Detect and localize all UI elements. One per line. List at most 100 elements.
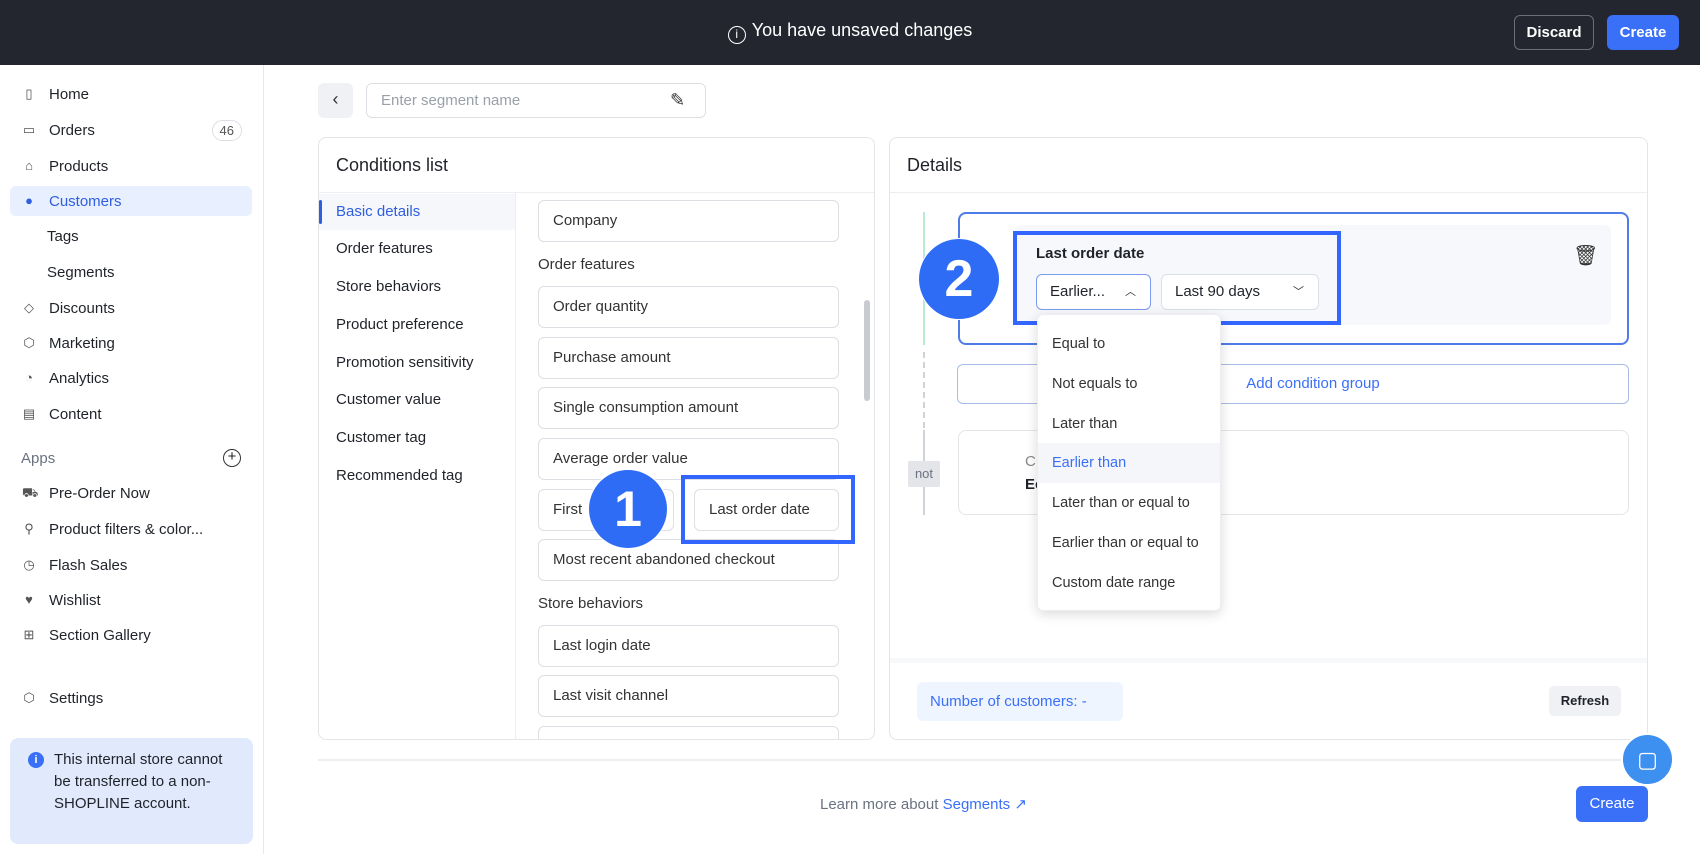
divider <box>890 658 1647 663</box>
not-tag: not <box>908 461 940 487</box>
condition-nav-basic-details[interactable]: Basic details <box>319 194 515 230</box>
discard-button[interactable]: Discard <box>1514 15 1594 50</box>
tag-icon: ◇ <box>24 300 34 315</box>
info-icon: i <box>727 26 746 44</box>
person-icon: ● <box>25 193 33 208</box>
dropdown-option[interactable]: Later than <box>1052 416 1118 432</box>
divider <box>318 759 1648 761</box>
pie-icon: ◔ <box>25 370 33 385</box>
highlight-box-1 <box>681 475 855 544</box>
condition-text: C <box>1025 453 1036 470</box>
condition-nav-recommended-tag[interactable]: Recommended tag <box>336 467 463 484</box>
condition-nav-store-behaviors[interactable]: Store behaviors <box>336 278 442 295</box>
trash-icon[interactable]: 🗑 <box>1573 245 1599 267</box>
sidebar-item-orders[interactable]: ▭ Orders 46 <box>10 115 252 145</box>
sidebar-item-discounts[interactable]: ◇ Discounts <box>24 299 115 317</box>
sidebar-item-tags[interactable]: Tags <box>47 227 79 245</box>
condition-single-consumption[interactable]: Single consumption amount <box>538 387 839 429</box>
condition-label: Last order date <box>1036 245 1145 262</box>
dropdown-option[interactable]: Equal to <box>1052 336 1106 352</box>
section-label: Store behaviors <box>538 595 644 612</box>
timeline-dash <box>923 352 925 428</box>
condition-order-quantity[interactable]: Order quantity <box>538 286 839 328</box>
orders-count-badge: 46 <box>211 119 242 141</box>
refresh-button[interactable]: Refresh <box>1549 686 1621 716</box>
dropdown-option[interactable]: Later than or equal to <box>1052 495 1190 511</box>
conditions-title: Conditions list <box>336 155 449 175</box>
grid-icon: ⊞ <box>23 627 35 642</box>
conditions-list: Company Order features Order quantity Pu… <box>516 193 859 739</box>
dropdown-option[interactable]: Earlier than or equal to <box>1052 535 1199 551</box>
condition-last-login-date[interactable]: Last login date <box>538 625 839 667</box>
gift-icon: ♥ <box>25 592 33 607</box>
apps-heading: Apps <box>21 450 56 467</box>
sidebar-item-marketing[interactable]: ⬡ Marketing <box>23 334 115 352</box>
condition-nav-order-features[interactable]: Order features <box>336 240 433 257</box>
condition-group <box>958 430 1629 515</box>
condition-nav-customer-value[interactable]: Customer value <box>336 391 442 408</box>
divider <box>319 192 874 193</box>
condition-last-order-date[interactable]: Last order date <box>694 489 839 531</box>
create-button[interactable]: Create <box>1576 786 1648 822</box>
filter-icon: ⚲ <box>24 521 34 536</box>
add-app-icon[interactable]: + <box>223 449 241 467</box>
bag-icon: ⌂ <box>25 158 33 173</box>
cart-icon: ⛟ <box>22 485 39 500</box>
range-select[interactable]: Last 90 days ﹀ <box>1161 274 1319 310</box>
sidebar-app-wishlist[interactable]: ♥ Wishlist <box>10 585 252 615</box>
sidebar-item-products[interactable]: ⌂ Products <box>10 151 252 181</box>
step-1-marker: 1 <box>589 470 667 548</box>
highlight-box-2 <box>1013 231 1341 325</box>
chevron-down-icon: ﹀ <box>1293 286 1304 298</box>
chat-icon[interactable]: ▢ <box>1621 733 1674 786</box>
external-link-icon: ↗ <box>1014 796 1027 813</box>
gear-icon: ⬡ <box>23 690 35 705</box>
divider <box>890 192 1647 193</box>
sidebar-app-product-filters[interactable]: ⚲ Product filters & color... <box>10 514 252 544</box>
step-2-marker: 2 <box>919 239 999 319</box>
condition-company[interactable]: Company <box>538 200 839 242</box>
condition-nav-customer-tag[interactable]: Customer tag <box>336 429 427 446</box>
segment-name-input[interactable] <box>366 83 706 118</box>
details-title: Details <box>907 155 963 175</box>
dropdown-option[interactable]: Custom date range <box>1052 575 1176 591</box>
create-button-top[interactable]: Create <box>1607 15 1679 50</box>
section-label: Order features <box>538 256 635 273</box>
edit-icon: ✎ <box>670 90 686 110</box>
segments-link[interactable]: Segments <box>942 796 1011 813</box>
sidebar-item-customers[interactable]: ● Customers <box>10 186 252 216</box>
dropdown-option[interactable]: Not equals to <box>1052 376 1138 392</box>
condition-purchase-amount[interactable]: Purchase amount <box>538 337 839 379</box>
document-icon: ▤ <box>22 406 36 421</box>
condition-nav-promotion-sensitivity[interactable]: Promotion sensitivity <box>336 354 474 371</box>
sidebar-app-section-gallery[interactable]: ⊞ Section Gallery <box>23 626 151 644</box>
divider <box>515 193 516 739</box>
info-icon: i <box>28 752 44 768</box>
condition-average-order-value[interactable]: Average order value <box>538 438 839 480</box>
sidebar-item-segments[interactable]: Segments <box>47 263 115 281</box>
sidebar-app-pre-order[interactable]: ⛟ Pre-Order Now <box>22 484 150 502</box>
cube-icon: ⬡ <box>23 335 35 350</box>
scrollbar-thumb[interactable] <box>864 300 870 401</box>
unsaved-message: i You have unsaved changes <box>0 20 1700 44</box>
add-condition-group-button[interactable]: Add condition group <box>957 364 1629 404</box>
condition-nav-product-preference[interactable]: Product preference <box>336 316 464 333</box>
sidebar-item-settings[interactable]: ⬡ Settings <box>23 689 104 707</box>
condition-abandoned-checkout[interactable]: Most recent abandoned checkout <box>538 539 839 581</box>
condition-last-visit-channel[interactable]: Last visit channel <box>538 675 839 717</box>
back-button[interactable]: ‹ <box>318 83 353 118</box>
store-notice: i This internal store cannot be transferr… <box>10 738 253 844</box>
dropdown-option-selected[interactable]: Earlier than <box>1038 443 1220 483</box>
sidebar-item-content[interactable]: ▤ Content <box>22 405 102 423</box>
sidebar-item-home[interactable]: ▯ Home <box>10 79 252 109</box>
chevron-up-icon: ︿ <box>1125 286 1136 298</box>
orders-icon: ▭ <box>22 122 36 137</box>
sidebar-app-flash-sales[interactable]: ◷ Flash Sales <box>23 556 128 574</box>
operator-select[interactable]: Earlier... ︿ <box>1036 274 1151 310</box>
sidebar: ▯ Home ▭ Orders 46 ⌂ Products ● Customers Tag… <box>0 65 264 854</box>
sidebar-item-analytics[interactable]: ◔ Analytics <box>10 363 252 393</box>
unsaved-changes-bar: i You have unsaved changes Discard Create <box>0 0 1700 65</box>
home-icon: ▯ <box>25 86 33 101</box>
condition-item[interactable] <box>538 726 839 739</box>
learn-more: Learn more about Segments ↗ <box>820 796 1027 813</box>
